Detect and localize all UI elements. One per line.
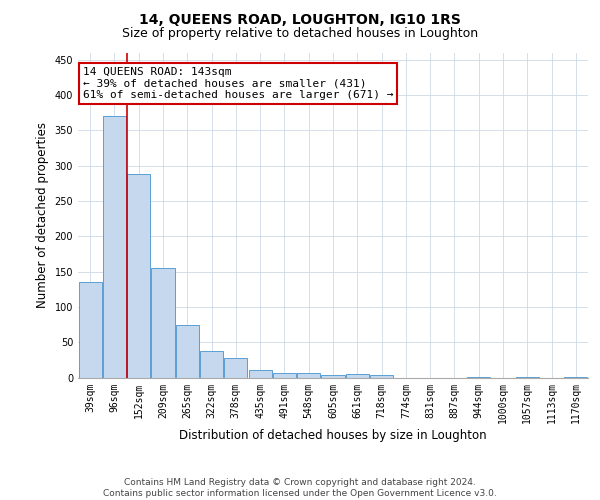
- Text: Size of property relative to detached houses in Loughton: Size of property relative to detached ho…: [122, 28, 478, 40]
- Text: 14, QUEENS ROAD, LOUGHTON, IG10 1RS: 14, QUEENS ROAD, LOUGHTON, IG10 1RS: [139, 12, 461, 26]
- Bar: [322, 376, 344, 378]
- Bar: [224, 358, 247, 378]
- Text: 14 QUEENS ROAD: 143sqm
← 39% of detached houses are smaller (431)
61% of semi-de: 14 QUEENS ROAD: 143sqm ← 39% of detached…: [83, 67, 394, 100]
- Bar: [248, 370, 272, 378]
- Bar: [273, 372, 296, 378]
- Bar: [467, 377, 490, 378]
- Bar: [516, 377, 539, 378]
- Bar: [565, 377, 587, 378]
- Bar: [200, 350, 223, 378]
- Text: Contains HM Land Registry data © Crown copyright and database right 2024.
Contai: Contains HM Land Registry data © Crown c…: [103, 478, 497, 498]
- Bar: [370, 374, 393, 378]
- Y-axis label: Number of detached properties: Number of detached properties: [36, 122, 49, 308]
- Bar: [103, 116, 126, 378]
- Bar: [151, 268, 175, 378]
- X-axis label: Distribution of detached houses by size in Loughton: Distribution of detached houses by size …: [179, 429, 487, 442]
- Bar: [297, 374, 320, 378]
- Bar: [79, 282, 101, 378]
- Bar: [176, 324, 199, 378]
- Bar: [346, 374, 369, 378]
- Bar: [127, 174, 150, 378]
